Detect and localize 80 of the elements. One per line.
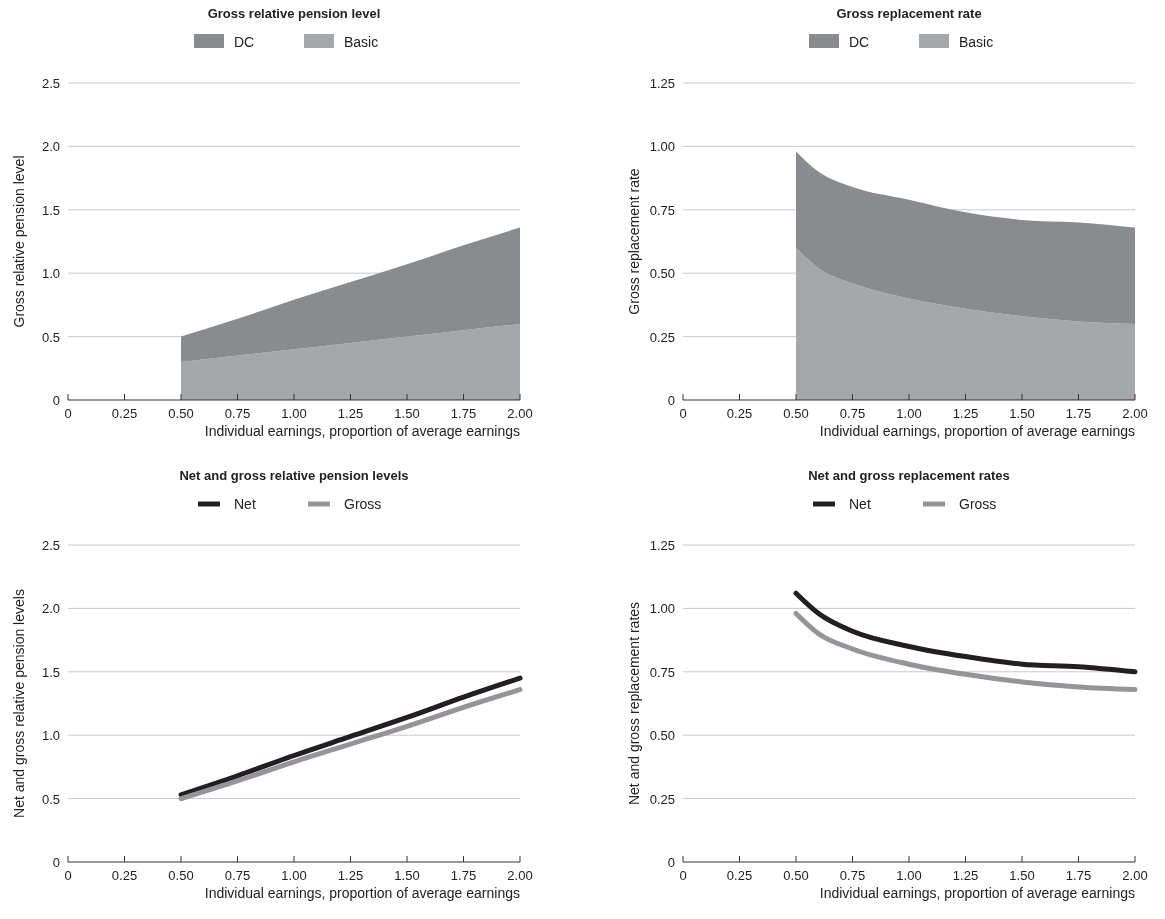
legend-label: Net: [849, 496, 871, 512]
chart-title: Gross replacement rate: [836, 6, 982, 21]
y-tick-label: 1.25: [649, 76, 675, 91]
y-tick-label: 1.5: [41, 202, 60, 218]
legend-label: Basic: [959, 34, 994, 50]
x-tick-label: 1.75: [450, 868, 477, 883]
legend-label: Net: [234, 496, 256, 512]
y-tick-label: 0.50: [649, 728, 675, 744]
y-tick-label: 1.0: [41, 728, 60, 744]
x-tick-label: 1.50: [1009, 868, 1035, 883]
y-tick-label: 0: [667, 855, 675, 870]
x-tick-label: 2.00: [507, 868, 533, 883]
y-tick-label: 0: [52, 393, 60, 408]
x-tick-label: 2.00: [1122, 868, 1148, 883]
x-tick-label: 1.50: [394, 406, 420, 421]
x-tick-label: 1.75: [450, 406, 477, 421]
x-tick-label: 0.25: [111, 406, 138, 421]
x-tick-label: 0.25: [726, 868, 753, 883]
x-tick-label: 1.00: [281, 406, 307, 421]
legend-label: Basic: [344, 34, 379, 50]
y-tick-label: 2.5: [41, 538, 60, 553]
y-tick-label: 1.5: [41, 664, 60, 680]
y-tick-label: 0.5: [41, 791, 60, 807]
x-tick-label: 0.50: [168, 406, 194, 421]
y-tick-label: 0: [52, 855, 60, 870]
y-tick-label: 0: [667, 393, 675, 408]
x-tick-label: 0: [64, 406, 72, 421]
x-tick-label: 0.25: [726, 406, 753, 421]
x-tick-label: 0.50: [783, 406, 809, 421]
y-tick-label: 0.25: [649, 329, 675, 345]
y-tick-label: 0.25: [649, 791, 675, 807]
x-tick-label: 0.75: [839, 868, 866, 883]
x-tick-label: 2.00: [1122, 406, 1148, 421]
y-axis-title: Net and gross relative pension levels: [11, 589, 27, 818]
x-tick-label: 0: [64, 868, 72, 883]
x-tick-label: 1.25: [337, 868, 364, 883]
x-tick-label: 0.25: [111, 868, 138, 883]
x-tick-label: 1.25: [337, 406, 364, 421]
x-tick-label: 0.75: [839, 406, 866, 421]
x-tick-label: 0.50: [168, 868, 194, 883]
x-tick-label: 1.50: [394, 868, 420, 883]
x-axis-title: Individual earnings, proportion of average earnings: [204, 423, 520, 439]
x-tick-label: 1.00: [896, 406, 922, 421]
chart-title: Net and gross replacement rates: [808, 468, 1010, 483]
x-tick-label: 0: [679, 406, 687, 421]
x-axis-title: Individual earnings, proportion of average earnings: [819, 423, 1135, 439]
legend-label: Gross: [344, 496, 382, 512]
y-tick-label: 1.0: [41, 266, 60, 282]
x-tick-label: 0.75: [224, 406, 251, 421]
y-axis-title: Gross relative pension level: [11, 155, 27, 328]
y-tick-label: 1.00: [649, 601, 675, 617]
x-tick-label: 0: [679, 868, 687, 883]
y-tick-label: 2.5: [41, 76, 60, 91]
x-tick-label: 1.50: [1009, 406, 1035, 421]
y-axis-title: Net and gross replacement rates: [626, 601, 642, 806]
y-axis-title: Gross replacement rate: [626, 168, 642, 315]
x-axis-title: Individual earnings, proportion of average earnings: [819, 885, 1135, 901]
y-tick-label: 2.0: [41, 601, 60, 617]
chart-title: Gross relative pension level: [207, 6, 381, 21]
legend-label: Gross: [959, 496, 997, 512]
x-tick-label: 1.00: [281, 868, 307, 883]
x-tick-label: 1.25: [952, 406, 979, 421]
x-tick-label: 1.25: [952, 868, 979, 883]
y-tick-label: 0.5: [41, 329, 60, 345]
y-tick-label: 0.75: [649, 664, 675, 680]
x-tick-label: 1.00: [896, 868, 922, 883]
chart-title: Net and gross relative pension levels: [179, 468, 409, 483]
legend-label: DC: [849, 34, 870, 50]
y-tick-label: 1.00: [649, 139, 675, 155]
y-tick-label: 2.0: [41, 139, 60, 155]
y-tick-label: 1.25: [649, 538, 675, 553]
x-tick-label: 0.75: [224, 868, 251, 883]
x-tick-label: 1.75: [1065, 406, 1092, 421]
x-axis-title: Individual earnings, proportion of average earnings: [204, 885, 520, 901]
x-tick-label: 0.50: [783, 868, 809, 883]
y-tick-label: 0.50: [649, 266, 675, 282]
x-tick-label: 1.75: [1065, 868, 1092, 883]
x-tick-label: 2.00: [507, 406, 533, 421]
legend-label: DC: [234, 34, 255, 50]
y-tick-label: 0.75: [649, 202, 675, 218]
